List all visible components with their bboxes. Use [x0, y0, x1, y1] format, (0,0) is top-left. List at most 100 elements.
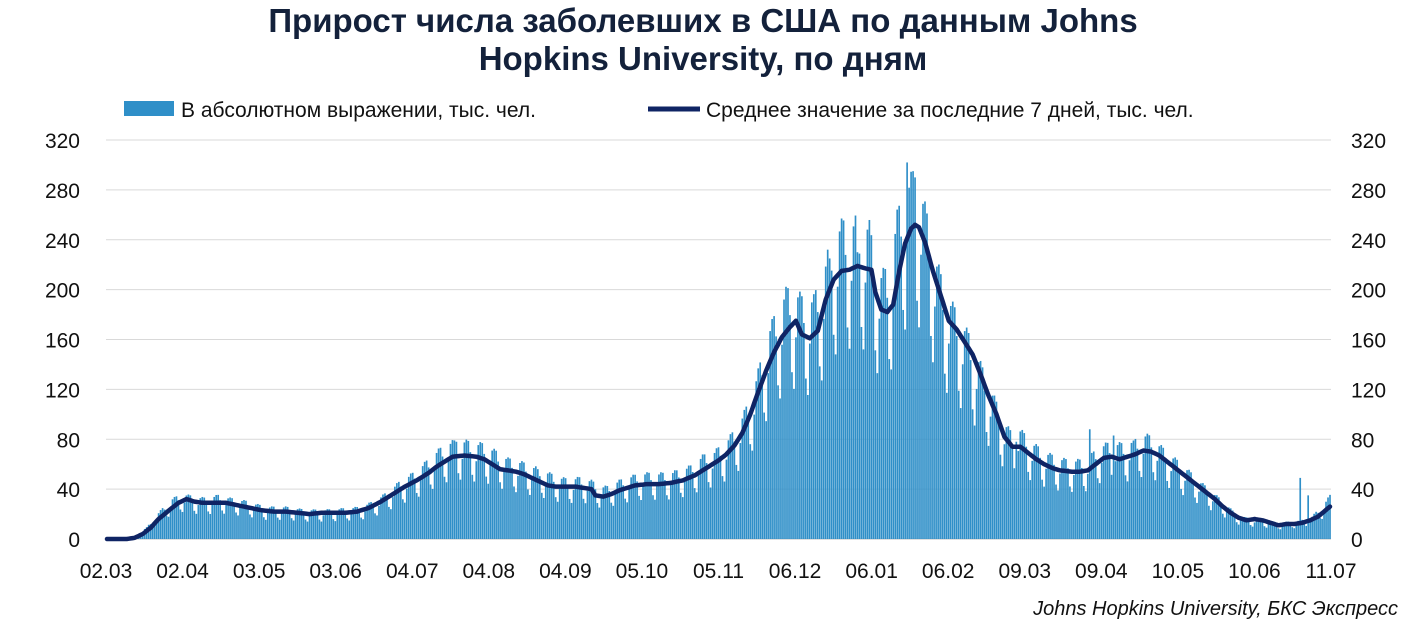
bar — [1102, 446, 1105, 539]
y-tick-label-left: 40 — [57, 479, 80, 502]
bar — [908, 187, 910, 539]
bar — [610, 502, 613, 539]
bar — [161, 508, 164, 539]
bar — [558, 488, 561, 539]
bar — [632, 474, 634, 539]
bar — [874, 350, 877, 539]
bar — [997, 421, 1000, 539]
bar — [310, 510, 313, 539]
bar — [1059, 473, 1061, 539]
bar — [251, 517, 253, 539]
bar — [951, 301, 954, 539]
bar — [1071, 491, 1073, 539]
bar — [163, 509, 166, 539]
bar — [280, 512, 283, 539]
bar — [799, 291, 801, 539]
bar — [1098, 483, 1101, 539]
bar — [826, 249, 829, 539]
x-axis: 02.03 02.04 03.05 03.06 04.07 04.08 04.09 05.10… — [80, 560, 1357, 583]
bar — [415, 492, 418, 539]
bar — [338, 509, 341, 539]
bar — [781, 344, 783, 539]
bar — [1317, 512, 1319, 539]
bar — [386, 497, 388, 539]
bar — [1212, 501, 1214, 539]
bar — [1259, 519, 1262, 539]
bar — [989, 416, 992, 539]
bar — [1092, 451, 1095, 539]
bar — [217, 494, 220, 539]
bar — [1029, 480, 1032, 539]
bar — [1007, 426, 1010, 539]
bar — [1138, 470, 1141, 539]
bar — [1249, 525, 1252, 539]
y-tick-label-right: 80 — [1351, 429, 1374, 452]
bar — [467, 440, 470, 539]
bar — [1229, 508, 1232, 539]
bar — [771, 319, 773, 539]
bar — [1106, 442, 1109, 539]
bar — [1061, 460, 1063, 539]
bar — [850, 280, 853, 539]
bar — [282, 507, 285, 539]
bar — [1287, 521, 1290, 539]
bar — [366, 504, 368, 539]
bar — [993, 395, 996, 539]
bar — [296, 509, 299, 539]
bar — [773, 316, 775, 539]
bar — [753, 414, 756, 539]
bar — [509, 458, 511, 539]
bar — [479, 442, 482, 539]
y-tick-label-left: 280 — [45, 180, 80, 203]
bar — [177, 500, 180, 539]
bar — [392, 497, 394, 539]
bar — [1069, 486, 1071, 539]
bar — [390, 509, 392, 539]
bar — [820, 380, 823, 539]
bar — [1162, 447, 1165, 539]
bar — [650, 480, 652, 539]
y-tick-label-left: 200 — [45, 280, 80, 303]
bar — [975, 388, 978, 539]
bar — [918, 327, 920, 539]
y-tick-label-right: 40 — [1351, 479, 1374, 502]
legend-bar-label: В абсолютном выражении, тыс. чел. — [181, 99, 536, 122]
bar — [519, 463, 521, 539]
bar — [701, 454, 704, 539]
bar — [1033, 445, 1036, 539]
bar — [1150, 447, 1153, 539]
bar — [535, 466, 537, 539]
bar — [1019, 431, 1022, 539]
bar — [922, 203, 924, 540]
bar — [419, 480, 422, 539]
bar — [538, 476, 541, 539]
bar — [233, 502, 235, 539]
bar — [1275, 524, 1278, 539]
bar — [505, 458, 507, 539]
bar — [1086, 473, 1089, 539]
bar — [963, 331, 966, 539]
bar — [554, 497, 557, 539]
bar — [306, 521, 309, 539]
bar — [872, 279, 875, 539]
bar — [991, 395, 994, 539]
bar — [523, 462, 525, 539]
bar — [183, 502, 186, 539]
chart-title-line-1: Прирост числа заболевших в США по данным… — [268, 2, 1138, 39]
y-axis-right: 0 40 80 120 160 200 240 280 320 — [1351, 130, 1386, 552]
bar — [515, 492, 517, 539]
bar — [207, 511, 210, 539]
bar — [429, 484, 432, 539]
bar — [411, 472, 414, 539]
bar — [983, 390, 986, 539]
bar — [940, 274, 942, 539]
bar — [403, 502, 406, 539]
bar — [787, 288, 789, 539]
bar — [747, 416, 750, 539]
bar — [981, 367, 984, 539]
bar — [1265, 527, 1268, 539]
bar — [1257, 518, 1260, 539]
bar — [449, 443, 452, 539]
bar — [789, 315, 791, 539]
bar — [435, 452, 438, 539]
